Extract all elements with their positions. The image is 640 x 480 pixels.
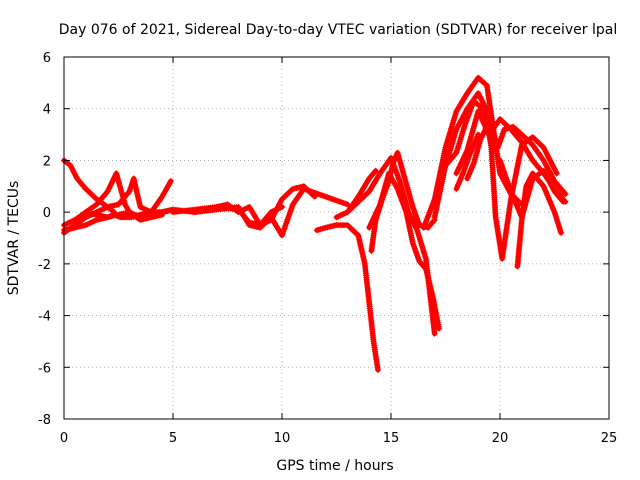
series-layer — [61, 74, 569, 373]
y-tick-label: 6 — [43, 51, 51, 66]
plot-frame — [63, 56, 610, 420]
series-markers — [464, 118, 493, 182]
y-tick-label: 0 — [43, 206, 51, 221]
x-axis-label: GPS time / hours — [276, 458, 393, 474]
x-tick-label: 5 — [169, 431, 177, 446]
series-markers — [453, 131, 482, 192]
y-tick-label: -2 — [38, 258, 51, 273]
x-tick-label: 25 — [601, 431, 618, 446]
series-markers — [191, 185, 351, 239]
x-tick-label: 0 — [60, 431, 68, 446]
y-tick-label: 2 — [43, 154, 51, 169]
y-axis-label: SDTVAR / TECUs — [6, 181, 22, 296]
x-tick-label: 15 — [383, 431, 400, 446]
series-markers — [514, 170, 564, 270]
y-tick-label: -8 — [38, 413, 51, 428]
series-markers — [313, 222, 381, 373]
series-markers — [368, 149, 438, 254]
series-arc-h — [191, 185, 351, 239]
x-tick-label: 10 — [274, 431, 291, 446]
y-tick-label: -4 — [38, 310, 51, 325]
chart-title: Day 076 of 2021, Sidereal Day-to-day VTE… — [59, 22, 617, 38]
series-arc-u — [464, 118, 493, 182]
y-tick-label: -6 — [38, 361, 51, 376]
y-tick-label: 4 — [43, 103, 51, 118]
tick-layer: 0 5 10 15 20 25 -8 -6 -4 -2 0 2 4 6 — [38, 51, 617, 446]
series-arc-s — [514, 170, 564, 270]
x-tick-label: 20 — [492, 431, 509, 446]
series-arc-t — [453, 131, 482, 192]
series-arc-i — [313, 222, 381, 373]
